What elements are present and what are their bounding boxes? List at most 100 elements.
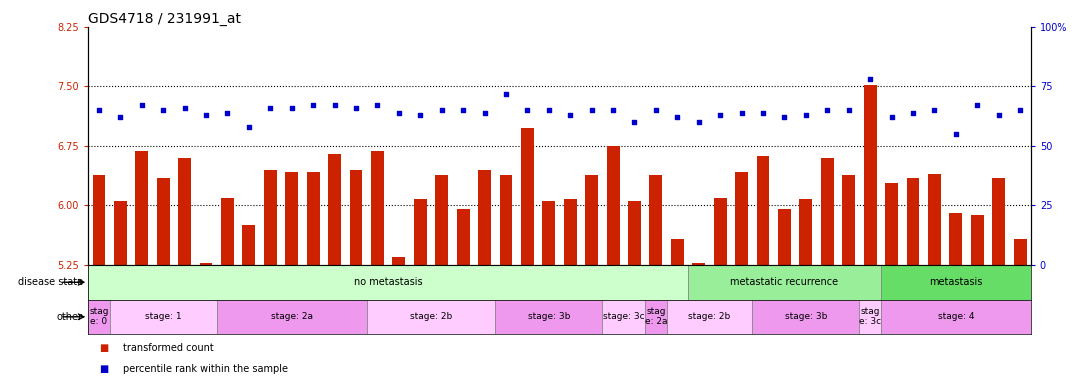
Bar [799,199,812,265]
Point [305,103,322,109]
Text: metastasis: metastasis [930,277,982,287]
Bar [93,175,105,265]
Text: stage: 1: stage: 1 [145,312,182,321]
Point [412,112,429,118]
Bar [216,300,367,334]
Text: transformed count: transformed count [123,343,213,353]
Bar [110,300,216,334]
Bar [949,214,962,265]
Point [133,103,151,109]
Point [155,107,172,113]
Point [197,112,214,118]
Text: GDS4718 / 231991_at: GDS4718 / 231991_at [88,12,241,26]
Point [454,107,471,113]
Bar [285,172,298,265]
Bar [264,170,277,265]
Text: stage: 3b: stage: 3b [527,312,570,321]
Bar [114,202,127,265]
Bar [328,154,341,265]
Text: stage: 2b: stage: 2b [410,312,452,321]
Text: stage: 4: stage: 4 [937,312,974,321]
Bar [881,300,1031,334]
Bar [350,170,363,265]
Point [283,105,300,111]
Text: percentile rank within the sample: percentile rank within the sample [123,364,287,374]
Point [1011,107,1029,113]
Bar [242,225,255,265]
Bar [881,265,1031,300]
Text: stage: 2b: stage: 2b [689,312,731,321]
Point [176,105,194,111]
Point [947,131,964,137]
Bar [886,183,898,265]
Bar [371,151,384,265]
Point [626,119,643,125]
Point [648,107,665,113]
Bar [667,300,752,334]
Point [240,124,257,130]
Point [819,107,836,113]
Point [862,76,879,82]
Point [776,114,793,121]
Bar [1014,239,1027,265]
Point [605,107,622,113]
Text: disease state: disease state [17,277,83,287]
Bar [179,158,192,265]
Bar [756,156,769,265]
Bar [735,172,748,265]
Point [990,112,1007,118]
Text: metastatic recurrence: metastatic recurrence [731,277,838,287]
Bar [671,239,683,265]
Point [797,112,815,118]
Point [668,114,686,121]
Point [369,103,386,109]
Bar [307,172,320,265]
Bar [971,215,983,265]
Point [690,119,707,125]
Point [90,107,108,113]
Bar [499,175,512,265]
Point [925,107,943,113]
Point [348,105,365,111]
Bar [752,300,860,334]
Point [261,105,279,111]
Bar [414,199,427,265]
Text: stag
e: 2a: stag e: 2a [645,307,667,326]
Point [711,112,728,118]
Text: stage: 3c: stage: 3c [603,312,645,321]
Bar [456,209,469,265]
Bar [607,146,620,265]
Point [883,114,901,121]
Bar [992,178,1005,265]
Bar [495,300,603,334]
Text: stage: 2a: stage: 2a [271,312,313,321]
Bar [585,175,598,265]
Text: stag
e: 3c: stag e: 3c [859,307,881,326]
Point [904,109,921,116]
Bar [367,300,495,334]
Bar [778,209,791,265]
Point [497,91,514,97]
Point [112,114,129,121]
Bar [650,175,663,265]
Bar [393,257,406,265]
Point [218,109,236,116]
Bar [200,263,212,265]
Bar [843,175,855,265]
Point [583,107,600,113]
Bar [692,263,705,265]
Point [562,112,579,118]
Bar [688,265,881,300]
Bar [928,174,940,265]
Point [519,107,536,113]
Text: stage: 3b: stage: 3b [784,312,827,321]
Bar [713,197,726,265]
Text: stag
e: 0: stag e: 0 [89,307,109,326]
Point [476,109,493,116]
Bar [88,265,688,300]
Bar [221,197,233,265]
Point [840,107,858,113]
Bar [860,300,881,334]
Point [733,109,750,116]
Bar [88,300,110,334]
